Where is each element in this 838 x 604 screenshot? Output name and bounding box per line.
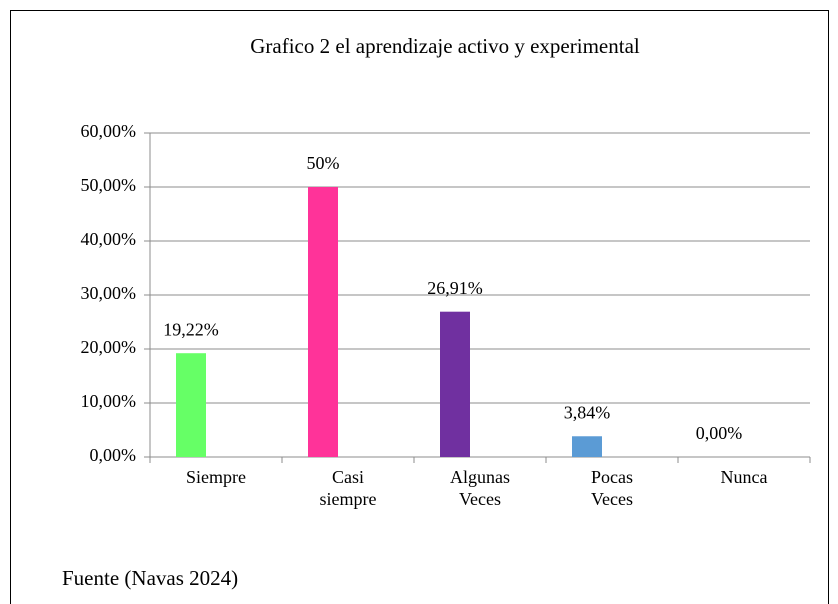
source-note: Fuente (Navas 2024) bbox=[62, 566, 238, 590]
chart-frame bbox=[10, 10, 829, 604]
x-tick-label: Siempre bbox=[186, 467, 246, 487]
y-tick-label: 60,00% bbox=[81, 121, 137, 141]
x-tick-label: Algunas Veces bbox=[450, 467, 510, 509]
data-label: 0,00% bbox=[696, 423, 743, 443]
x-tick-label: Pocas Veces bbox=[591, 467, 633, 509]
bar bbox=[440, 311, 470, 457]
x-tick-label: Casi siempre bbox=[320, 467, 377, 509]
data-label: 26,91% bbox=[427, 278, 483, 298]
y-tick-label: 40,00% bbox=[81, 229, 137, 249]
y-tick-label: 20,00% bbox=[81, 337, 137, 357]
bar bbox=[308, 187, 338, 457]
chart-title: Grafico 2 el aprendizaje activo y experi… bbox=[250, 34, 640, 58]
bar bbox=[176, 353, 206, 457]
y-tick-label: 30,00% bbox=[81, 283, 137, 303]
y-tick-label: 50,00% bbox=[81, 175, 137, 195]
bar bbox=[572, 436, 602, 457]
y-tick-label: 10,00% bbox=[81, 391, 137, 411]
y-tick-label: 0,00% bbox=[90, 445, 137, 465]
data-label: 50% bbox=[307, 153, 340, 173]
data-label: 3,84% bbox=[564, 402, 611, 422]
x-tick-label: Nunca bbox=[721, 467, 768, 487]
data-label: 19,22% bbox=[163, 319, 219, 339]
